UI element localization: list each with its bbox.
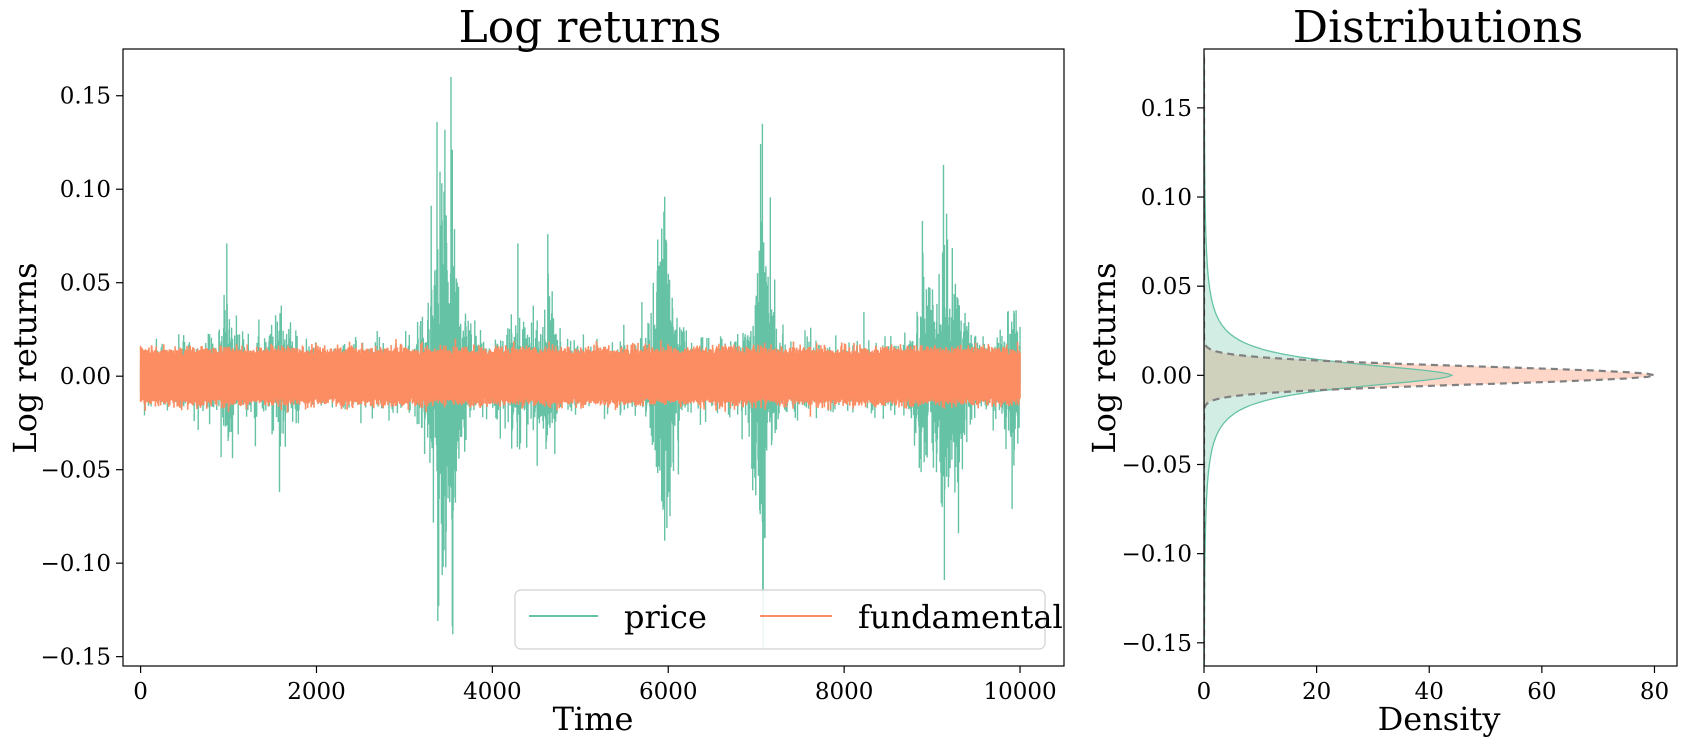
right-x-tick-label: 60 — [1527, 679, 1556, 705]
right-y-label: Log returns — [1085, 262, 1123, 453]
distribution-curves — [1204, 53, 1655, 666]
left-x-label: Time — [553, 700, 634, 738]
right-y-tick-label: 0.00 — [1141, 363, 1192, 389]
left-y-axis: −0.15 −0.10 −0.05 0.00 0.05 0.10 0.15 — [41, 84, 123, 671]
right-y-tick-label: 0.15 — [1141, 96, 1192, 122]
right-y-axis: −0.15 −0.10 −0.05 0.00 0.05 0.10 0.15 — [1122, 96, 1204, 657]
fundamental-series — [139, 338, 1021, 417]
right-chart-title: Distributions — [1293, 2, 1583, 53]
legend: price fundamental — [514, 589, 1063, 650]
right-plot-frame — [1203, 48, 1678, 667]
left-y-label: Log returns — [6, 262, 44, 453]
legend-box — [514, 589, 1046, 650]
fundamental-density-area — [1204, 54, 1655, 666]
right-x-tick-label: 80 — [1640, 679, 1669, 705]
left-y-tick-label: 0.10 — [60, 177, 111, 203]
right-y-tick-label: −0.10 — [1122, 542, 1192, 568]
right-x-tick-label: 0 — [1197, 679, 1212, 705]
left-y-tick-label: 0.15 — [60, 84, 111, 110]
right-x-label: Density — [1378, 700, 1501, 738]
left-x-tick-label: 6000 — [639, 679, 698, 705]
distributions-chart: Distributions 0 20 40 60 80 −0.15 −0.10 −0.05 0… — [1085, 2, 1678, 738]
right-y-tick-label: −0.05 — [1122, 452, 1192, 478]
left-y-tick-label: −0.15 — [41, 645, 111, 671]
left-y-tick-label: 0.05 — [60, 271, 111, 297]
left-x-tick-label: 4000 — [463, 679, 522, 705]
left-x-tick-label: 0 — [133, 679, 148, 705]
right-x-tick-label: 20 — [1302, 679, 1331, 705]
left-chart-title: Log returns — [459, 2, 722, 53]
right-y-tick-label: 0.10 — [1141, 185, 1192, 211]
fundamental-line — [139, 338, 1021, 417]
left-plot-frame — [122, 48, 1065, 667]
legend-price-label: price — [624, 598, 707, 636]
left-y-tick-label: −0.05 — [41, 458, 111, 484]
legend-fundamental-label: fundamental — [858, 598, 1063, 636]
right-x-axis: 0 20 40 60 80 — [1197, 666, 1669, 705]
left-y-tick-label: 0.00 — [60, 364, 111, 390]
log-returns-chart: Log returns 0 2000 4000 6000 8000 10000 −0.15… — [6, 2, 1065, 738]
right-y-tick-label: 0.05 — [1141, 274, 1192, 300]
left-x-tick-label: 2000 — [287, 679, 346, 705]
left-x-tick-label: 10000 — [983, 679, 1056, 705]
left-x-axis: 0 2000 4000 6000 8000 10000 — [133, 666, 1057, 705]
left-x-tick-label: 8000 — [815, 679, 874, 705]
price-density-area — [1204, 53, 1454, 666]
right-y-tick-label: −0.15 — [1122, 631, 1192, 657]
left-y-tick-label: −0.10 — [41, 551, 111, 577]
right-x-tick-label: 40 — [1415, 679, 1444, 705]
